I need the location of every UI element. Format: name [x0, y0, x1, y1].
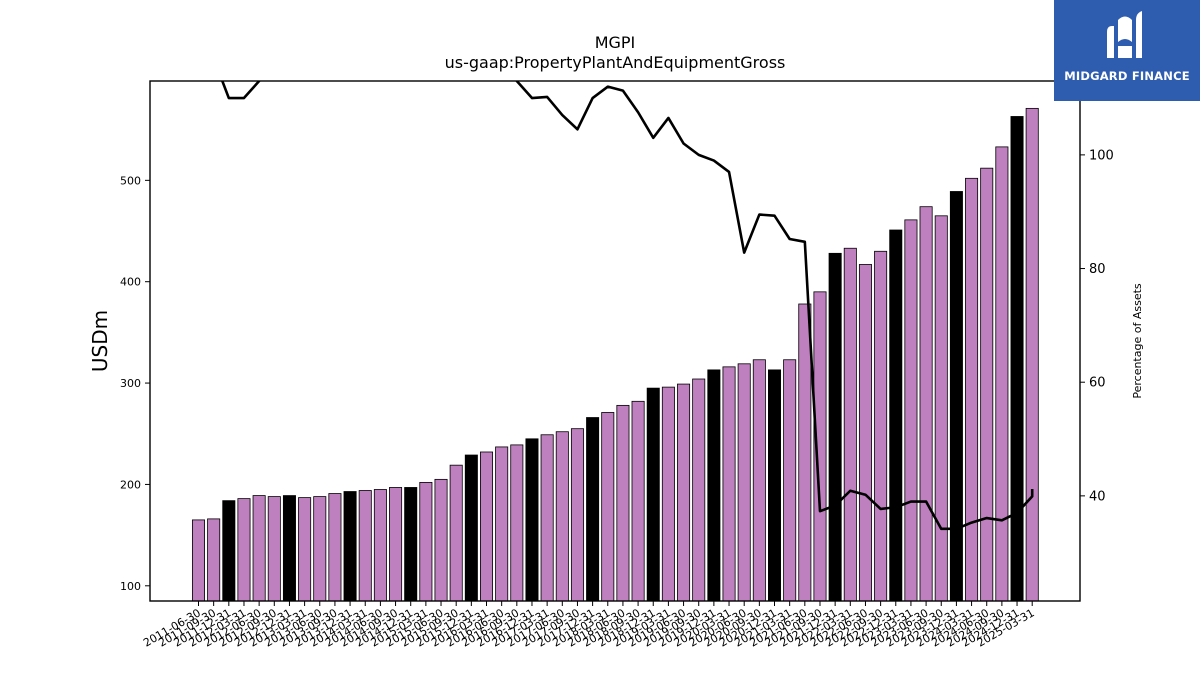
midgard-finance-logo: MIDGARD FINANCE — [1054, 0, 1200, 101]
bar-2022-12-31 — [889, 229, 903, 602]
bar-2015-12-31 — [464, 454, 478, 602]
bar-2018-12-31 — [646, 387, 660, 602]
bar-2011-06-30 — [191, 519, 205, 602]
x-axis-ticks: 2011-06-302011-09-302011-12-312012-03-31… — [141, 601, 1037, 650]
bar-2016-09-30 — [510, 444, 524, 602]
y-tick-label: 400 — [120, 276, 141, 289]
logo-icon — [1107, 11, 1142, 58]
bar-2020-12-31 — [768, 369, 782, 602]
bar-2014-12-31 — [404, 487, 418, 602]
bars-group — [191, 107, 1039, 602]
bar-2013-06-30 — [313, 496, 327, 602]
plot-frame — [149, 80, 1081, 602]
y2-tick-label: 100 — [1089, 148, 1114, 163]
bar-2017-09-30 — [570, 428, 584, 602]
y2-tick-label: 60 — [1089, 376, 1106, 391]
y-tick-label: 300 — [120, 377, 141, 390]
y2-tick-label: 40 — [1089, 489, 1106, 504]
y-axis-label: USDm — [88, 310, 112, 372]
y2-tick-label: 80 — [1089, 262, 1106, 277]
bar-2011-12-31 — [222, 500, 236, 602]
bar-2018-03-31 — [601, 412, 615, 602]
bar-2021-06-30 — [798, 303, 812, 602]
percentage-line — [220, 81, 1034, 531]
bar-2012-06-30 — [252, 495, 266, 602]
y2-axis-label: Percentage of Assets — [1131, 283, 1144, 399]
bar-2023-12-31 — [949, 191, 963, 602]
bar-2020-03-31 — [722, 366, 736, 602]
bar-2023-06-30 — [919, 206, 933, 602]
y-axis-ticks: 100 200 300 400 500 — [120, 174, 150, 593]
bar-2022-09-30 — [874, 250, 888, 602]
bar-2024-03-31 — [965, 177, 979, 602]
bar-2020-09-30 — [752, 359, 766, 602]
bar-2014-03-31 — [358, 490, 372, 602]
y2-axis-ticks: 40 60 80 100 — [1080, 148, 1114, 504]
bar-2017-06-30 — [555, 431, 569, 602]
y-tick-label: 100 — [120, 580, 141, 593]
bar-2016-03-31 — [480, 451, 494, 602]
bar-2015-06-30 — [434, 478, 448, 602]
bar-2013-03-31 — [298, 497, 312, 602]
y-tick-label: 500 — [120, 174, 141, 187]
chart-subtitle: us-gaap:PropertyPlantAndEquipmentGross — [445, 53, 786, 72]
bar-2014-06-30 — [373, 489, 387, 602]
bar-2012-03-31 — [237, 498, 251, 602]
bar-2021-03-31 — [783, 359, 797, 602]
bar-2016-06-30 — [495, 446, 509, 602]
bar-2021-12-31 — [828, 252, 842, 602]
bar-2022-03-31 — [843, 247, 857, 602]
bar-2017-12-31 — [586, 417, 600, 602]
bar-2019-03-31 — [661, 386, 675, 602]
bar-2016-12-31 — [525, 438, 539, 602]
bar-2015-09-30 — [449, 464, 463, 602]
bar-2018-09-30 — [631, 400, 645, 602]
bar-2018-06-30 — [616, 404, 630, 602]
bar-2023-09-30 — [934, 215, 948, 602]
y-tick-label: 200 — [120, 478, 141, 491]
bar-2023-03-31 — [904, 219, 918, 602]
bar-2012-09-30 — [267, 496, 281, 602]
bar-2013-12-31 — [343, 491, 357, 602]
bar-2025-03-31 — [1025, 107, 1039, 602]
logo-text: MIDGARD FINANCE — [1064, 69, 1190, 83]
bar-2022-06-30 — [858, 264, 872, 602]
bar-2024-06-30 — [980, 167, 994, 602]
bar-2012-12-31 — [282, 495, 296, 602]
bar-2024-12-31 — [1010, 116, 1024, 602]
bar-2014-09-30 — [389, 487, 403, 602]
bar-2019-09-30 — [692, 378, 706, 602]
bar-2015-03-31 — [419, 481, 433, 602]
chart-title: MGPI — [595, 33, 636, 52]
bar-2019-12-31 — [707, 369, 721, 602]
bar-2024-09-30 — [995, 146, 1009, 602]
bar-2020-06-30 — [737, 363, 751, 602]
bar-2013-09-30 — [328, 493, 342, 602]
bar-2011-09-30 — [207, 518, 221, 602]
bar-2017-03-31 — [540, 434, 554, 602]
bar-2019-06-30 — [677, 383, 691, 602]
